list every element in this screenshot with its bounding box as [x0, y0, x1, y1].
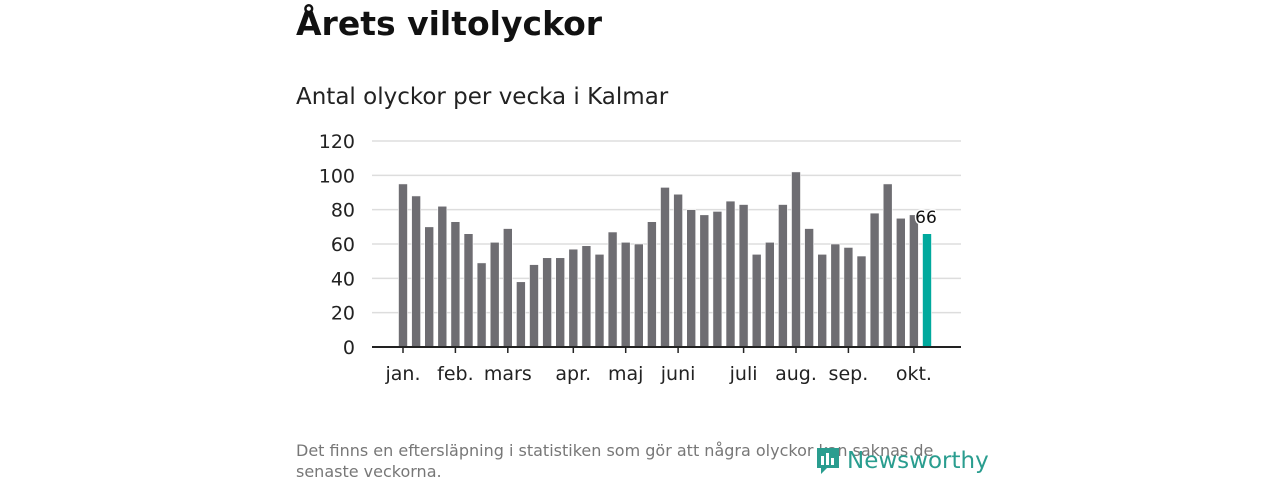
y-tick-label: 0 — [343, 337, 355, 359]
bar — [712, 211, 723, 348]
bar — [489, 241, 500, 348]
x-tick-label: mars — [484, 363, 532, 385]
y-tick-label: 100 — [319, 165, 355, 187]
bar — [450, 221, 461, 348]
bar — [725, 200, 736, 348]
bar — [516, 281, 526, 348]
bar — [529, 264, 539, 348]
bar — [633, 243, 644, 348]
x-tick-label: jan. — [384, 363, 420, 385]
bar — [502, 228, 513, 348]
y-tick-label: 80 — [331, 200, 355, 222]
bar — [476, 262, 487, 348]
x-tick-label: juni — [660, 363, 696, 385]
bar — [909, 214, 919, 348]
bar — [895, 217, 906, 348]
newsworthy-logo: Newsworthy — [815, 446, 989, 476]
bar — [843, 247, 854, 348]
bar — [764, 241, 775, 348]
bar — [568, 248, 579, 348]
bar — [647, 221, 657, 348]
logo-text: Newsworthy — [847, 448, 989, 474]
bar — [437, 205, 448, 348]
chart-title: Årets viltolyckor — [296, 4, 603, 43]
bar — [660, 187, 670, 348]
bar — [778, 204, 788, 348]
bar — [673, 193, 683, 348]
newsworthy-logo-icon — [817, 448, 839, 474]
y-tick-label: 20 — [331, 303, 355, 325]
bar — [581, 245, 592, 348]
bar — [817, 254, 828, 348]
y-tick-label: 120 — [319, 131, 355, 153]
bar — [594, 254, 605, 348]
y-tick-label: 60 — [331, 234, 355, 256]
x-tick-label: apr. — [555, 363, 591, 385]
y-tick-label: 40 — [331, 268, 355, 290]
chart-subtitle: Antal olyckor per vecka i Kalmar — [296, 84, 669, 110]
bar — [542, 257, 552, 348]
bar — [607, 231, 618, 348]
bar — [699, 214, 710, 348]
bar — [856, 255, 867, 348]
bar — [555, 257, 566, 348]
x-tick-label: okt. — [896, 363, 932, 385]
bar — [751, 254, 762, 348]
x-tick-label: sep. — [829, 363, 869, 385]
bar — [398, 183, 408, 348]
bar — [882, 183, 893, 348]
x-tick-label: aug. — [775, 363, 817, 385]
bar — [869, 212, 880, 348]
bar — [922, 233, 932, 348]
bar — [411, 195, 421, 348]
bar — [620, 241, 631, 348]
bar — [463, 233, 474, 348]
bar — [424, 226, 435, 348]
x-tick-label: juli — [729, 363, 758, 385]
highlight-data-label: 66 — [915, 208, 937, 228]
bar — [686, 209, 697, 348]
footnote: Det finns en eftersläpning i statistiken… — [296, 441, 934, 481]
x-tick-label: maj — [608, 363, 643, 385]
bar — [804, 228, 814, 348]
bar — [830, 243, 841, 348]
bar — [791, 171, 801, 348]
bar — [738, 204, 749, 348]
x-tick-label: feb. — [437, 363, 473, 385]
